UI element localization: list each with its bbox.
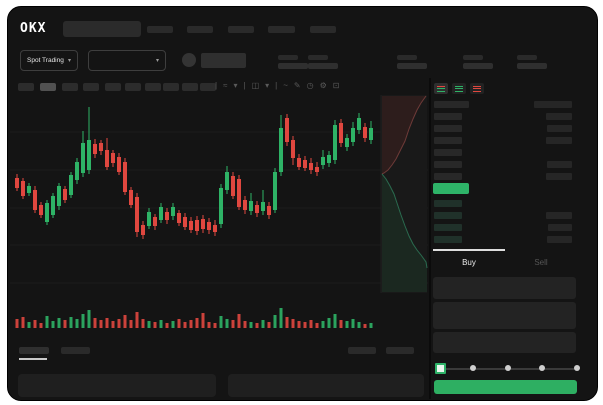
bottom-action[interactable] [386, 347, 414, 354]
total-field[interactable] [433, 332, 576, 353]
chevron-down-icon[interactable]: ▾ [233, 81, 238, 90]
orderbook-row[interactable] [433, 123, 573, 135]
settings-icon[interactable]: ⚙ [319, 81, 327, 90]
nav-item[interactable] [187, 26, 213, 33]
chart-toolbar-icons: | ≈ ▾ | ◫ ▾ | ~ ✎ ◷ ⚙ ⊡ [215, 80, 339, 92]
book-bids-icon[interactable] [452, 83, 466, 94]
buy-button[interactable] [434, 380, 577, 394]
orderbook-row[interactable] [433, 198, 573, 210]
snapshot-icon[interactable]: ◷ [306, 81, 314, 90]
nav-item[interactable] [268, 26, 295, 33]
book-asks-icon[interactable] [470, 83, 484, 94]
bottom-tab-underline [19, 358, 47, 360]
volume-layer [15, 308, 373, 328]
timeframe-button[interactable] [18, 83, 34, 91]
price-field[interactable] [433, 277, 576, 299]
orderbook-header[interactable] [433, 99, 573, 111]
orders-panel [18, 374, 216, 397]
fullscreen-icon[interactable]: ⊡ [332, 81, 340, 90]
market-type-dropdown[interactable]: Spot Trading ▾ [20, 50, 78, 71]
bottom-tab[interactable] [61, 347, 90, 354]
chevron-down-icon[interactable]: ▾ [265, 81, 270, 90]
amount-field[interactable] [433, 302, 576, 329]
orderbook-row[interactable] [433, 111, 573, 123]
tab-buy[interactable]: Buy [462, 258, 476, 267]
last-price-bar[interactable] [433, 183, 469, 194]
chart-type-icon[interactable]: ◫ [251, 81, 260, 90]
indicator-icon[interactable]: ~ [283, 81, 288, 90]
candles-layer [15, 107, 373, 239]
book-both-icon[interactable] [434, 83, 448, 94]
bottom-tab[interactable] [19, 347, 49, 354]
slider-stop[interactable] [504, 365, 511, 371]
history-panel [228, 374, 424, 397]
chevron-down-icon: ▾ [67, 58, 71, 64]
nav-item[interactable] [310, 26, 336, 33]
nav-item[interactable] [228, 26, 254, 33]
chevron-down-icon: ▾ [155, 58, 159, 64]
orderbook-row[interactable] [433, 159, 573, 171]
price-chart[interactable] [10, 90, 430, 335]
slider-stop[interactable] [539, 365, 546, 371]
timeframe-button[interactable] [62, 83, 78, 91]
slider-stop[interactable] [435, 363, 446, 374]
timeframe-button[interactable] [83, 83, 99, 91]
orderbook-view-switcher [434, 83, 484, 94]
bottom-action[interactable] [348, 347, 376, 354]
orderbook-row[interactable] [433, 210, 573, 222]
pair-selector-dropdown[interactable]: ▾ [88, 50, 166, 71]
orderbook-row[interactable] [433, 147, 573, 159]
timeframe-button[interactable] [182, 83, 198, 91]
orderbook-row[interactable] [433, 222, 573, 234]
coin-icon [182, 53, 196, 67]
orderbook-row[interactable] [433, 171, 573, 183]
timeframe-button[interactable] [145, 83, 161, 91]
active-tab-indicator [433, 249, 505, 251]
timeframe-button[interactable] [125, 83, 141, 91]
search-input[interactable] [63, 21, 141, 37]
price-placeholder [201, 53, 246, 68]
timeframe-button[interactable] [163, 83, 179, 91]
okx-logo[interactable]: OKX [20, 21, 47, 36]
timeframe-button[interactable] [200, 83, 216, 91]
timeframe-button-selected[interactable] [40, 83, 56, 91]
draw-icon[interactable]: ✎ [293, 81, 301, 90]
timeframe-button[interactable] [105, 83, 121, 91]
orderbook-row[interactable] [433, 234, 573, 246]
panel-divider [429, 78, 431, 399]
slider-stop[interactable] [469, 365, 476, 371]
compare-icon[interactable]: ≈ [223, 81, 228, 90]
divider: | [243, 81, 246, 90]
nav-item[interactable] [147, 26, 173, 33]
depth-overlay [380, 95, 428, 293]
slider-stop[interactable] [574, 365, 580, 371]
divider: | [215, 81, 218, 90]
market-type-label: Spot Trading [27, 57, 64, 64]
divider: | [275, 81, 278, 90]
tab-sell[interactable]: Sell [534, 258, 548, 267]
orderbook [433, 99, 573, 278]
orderbook-row[interactable] [433, 135, 573, 147]
